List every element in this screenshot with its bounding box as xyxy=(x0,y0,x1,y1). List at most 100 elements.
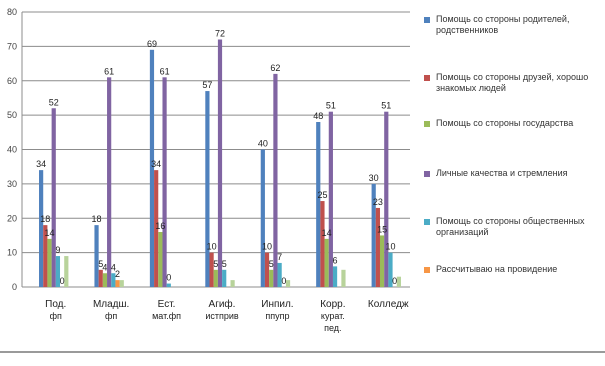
bar-s4-c4 xyxy=(217,39,223,287)
bar-s2-c2 xyxy=(98,269,103,287)
data-label-c6-s4: 51 xyxy=(326,101,336,111)
data-label-c1-s4: 52 xyxy=(49,97,59,107)
y-tick-label-40: 40 xyxy=(7,145,17,155)
x-tick-label-3: Ест. xyxy=(158,299,176,310)
bar-s3-c5 xyxy=(269,269,274,287)
bar-s2-c4 xyxy=(209,252,214,287)
bar-s2-c5 xyxy=(264,252,270,287)
bar-s2-c1 xyxy=(43,225,48,287)
bar-s3-c4 xyxy=(213,269,218,287)
data-label-c3-s1: 69 xyxy=(147,39,157,49)
data-label-c1-s2: 18 xyxy=(40,214,50,224)
data-label-c3-s3: 16 xyxy=(155,221,165,231)
bar-s1-c1 xyxy=(39,170,44,287)
data-label-c2-s1: 18 xyxy=(92,214,102,224)
bar-s5-c2 xyxy=(111,273,116,287)
x-tick-label-7: Колледж xyxy=(368,299,409,310)
bar-s5-c7 xyxy=(388,252,393,287)
data-label-c2-s2: 5 xyxy=(98,259,103,269)
data-label-c7-s6: 0 xyxy=(392,276,397,286)
bar-s7-c5 xyxy=(285,280,291,287)
legend-label-5: Помощь со стороны общественных организац… xyxy=(436,216,585,237)
bar-s7-c1 xyxy=(64,256,69,287)
x-tick-label-6-line-3: пед. xyxy=(324,323,341,333)
legend-swatch-6 xyxy=(424,267,430,273)
data-label-c2-s4: 61 xyxy=(104,66,114,76)
bar-s4-c5 xyxy=(273,73,278,287)
bar-s3-c2 xyxy=(102,273,108,287)
bar-s7-c6 xyxy=(341,269,346,287)
y-tick-label-30: 30 xyxy=(7,179,17,189)
bar-s1-c2 xyxy=(94,225,99,287)
legend-label-3: Помощь со стороны государства xyxy=(436,118,574,128)
data-label-c6-s3: 14 xyxy=(322,228,332,238)
data-label-c7-s2: 23 xyxy=(373,197,383,207)
data-label-c6-s1: 48 xyxy=(313,111,323,121)
y-tick-label-50: 50 xyxy=(7,110,17,120)
bar-s1-c3 xyxy=(149,49,155,287)
data-label-c3-s4: 61 xyxy=(160,66,170,76)
data-label-c5-s3: 5 xyxy=(269,259,274,269)
bar-s2-c7 xyxy=(375,207,380,287)
bottom-divider xyxy=(0,351,605,353)
bar-s4-c3 xyxy=(162,77,167,287)
x-tick-label-2: Младш. xyxy=(93,299,129,310)
data-label-c4-s2: 10 xyxy=(207,242,217,252)
x-tick-label-4-line-2: истприв xyxy=(205,311,239,321)
x-tick-label-5: Инпил. xyxy=(261,299,293,310)
bar-s1-c7 xyxy=(371,183,376,287)
data-label-c5-s4: 62 xyxy=(270,63,280,73)
bar-s7-c2 xyxy=(119,280,124,287)
data-label-c2-s3: 4 xyxy=(102,262,107,272)
data-label-c1-s1: 34 xyxy=(36,159,46,169)
bar-s2-c3 xyxy=(154,170,159,287)
y-tick-label-80: 80 xyxy=(7,7,17,17)
data-label-c7-s1: 30 xyxy=(369,173,379,183)
x-tick-label-1: Под. xyxy=(45,299,66,310)
x-tick-label-6-line-2: курат. xyxy=(321,311,345,321)
legend-label-6: Рассчитываю на провидение xyxy=(436,264,558,274)
bar-s4-c6 xyxy=(328,111,333,287)
bar-s4-c2 xyxy=(107,77,112,287)
data-label-c3-s2: 34 xyxy=(151,159,161,169)
data-label-c5-s5: 7 xyxy=(277,252,282,262)
data-label-c6-s2: 25 xyxy=(317,190,327,200)
y-tick-label-20: 20 xyxy=(7,213,17,223)
data-label-c1-s6: 0 xyxy=(60,276,65,286)
bar-s3-c7 xyxy=(379,235,385,287)
data-label-c2-s6: 2 xyxy=(115,269,120,279)
data-label-c3-s5: 0 xyxy=(166,273,171,283)
y-tick-label-70: 70 xyxy=(7,41,17,51)
x-tick-label-4: Агиф. xyxy=(209,298,236,310)
bar-s4-c1 xyxy=(51,108,56,287)
y-tick-label-0: 0 xyxy=(12,282,17,292)
legend-swatch-1 xyxy=(424,17,430,23)
bar-s4-c7 xyxy=(384,111,389,287)
data-label-c4-s4: 72 xyxy=(215,29,225,39)
data-label-c1-s3: 14 xyxy=(45,228,55,238)
data-label-c4-s3: 5 xyxy=(213,259,218,269)
legend-swatch-4 xyxy=(424,171,430,177)
legend-swatch-2 xyxy=(424,75,430,81)
bar-s6-c2 xyxy=(115,280,120,287)
x-tick-label-2-line-2: фп xyxy=(105,311,117,321)
bar-s5-c1 xyxy=(55,256,61,287)
bar-s1-c4 xyxy=(205,91,210,287)
x-tick-label-1-line-2: фп xyxy=(50,311,62,321)
data-label-c2-s5: 4 xyxy=(111,262,116,272)
bar-s5-c5 xyxy=(277,262,282,287)
bar-s1-c5 xyxy=(260,149,265,287)
bar-s5-c6 xyxy=(332,266,338,287)
data-label-c5-s6: 0 xyxy=(281,276,286,286)
data-label-c5-s1: 40 xyxy=(258,139,268,149)
bar-s7-c4 xyxy=(230,280,235,287)
data-label-c7-s4: 51 xyxy=(381,101,391,111)
x-tick-label-5-line-2: ппупр xyxy=(265,311,289,321)
data-label-c4-s5: 5 xyxy=(222,259,227,269)
bar-s1-c6 xyxy=(316,122,321,287)
data-label-c4-s1: 57 xyxy=(202,80,212,90)
y-tick-label-60: 60 xyxy=(7,76,17,86)
legend-swatch-5 xyxy=(424,219,430,225)
bar-s3-c3 xyxy=(158,232,163,287)
